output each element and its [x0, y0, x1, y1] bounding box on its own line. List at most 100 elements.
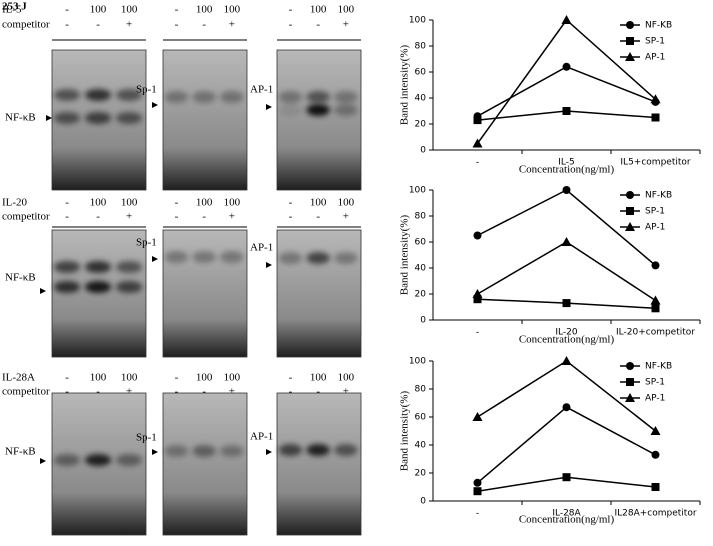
point-marker [561, 237, 572, 246]
legend-marker [626, 37, 634, 45]
y-tick-label: 60 [415, 413, 427, 423]
band-label: NF-κB [5, 446, 36, 458]
dose-label: 100 [338, 4, 355, 16]
competitor-value: - [175, 211, 179, 223]
band-arrow [40, 458, 46, 464]
dose-label: 100 [338, 197, 355, 209]
point-marker [650, 94, 661, 104]
gel-band [192, 91, 216, 103]
gel-band [192, 445, 216, 457]
legend-label: NF-KB [645, 21, 672, 31]
point-marker [473, 231, 482, 240]
point-marker [472, 412, 483, 421]
competitor-value: - [96, 386, 100, 398]
dose-label: 100 [196, 372, 213, 384]
y-tick-label: 80 [415, 385, 427, 395]
dose-label: 100 [310, 4, 327, 16]
gel-band [164, 251, 189, 263]
competitor-value: - [316, 386, 320, 398]
point-marker [651, 113, 660, 122]
competitor-value: - [96, 211, 100, 223]
gel-band [306, 444, 330, 456]
point-marker [650, 426, 661, 435]
x-tick-label: - [476, 158, 479, 168]
x-tick-label: IL5+competitor [620, 158, 690, 168]
gel-image [276, 229, 362, 358]
gel-band [220, 445, 244, 457]
x-tick-label: IL-20 [555, 328, 577, 338]
band-label: NF-κB [5, 112, 36, 124]
competitor-value: - [202, 386, 206, 398]
point-marker [473, 478, 482, 487]
competitor-value: + [126, 211, 132, 223]
band-arrow [266, 104, 272, 110]
competitor-value: + [343, 211, 349, 223]
competitor-value: - [96, 19, 100, 31]
dose-label: 100 [90, 372, 107, 384]
series-line [477, 241, 656, 302]
gel-band [115, 89, 143, 101]
band-arrow [266, 449, 272, 455]
point-marker [562, 403, 571, 412]
point-marker [651, 483, 660, 491]
gel-band [53, 454, 81, 466]
gel-band [164, 445, 189, 457]
series-line [477, 406, 656, 484]
y-tick-label: 60 [415, 68, 427, 78]
x-tick-label: IL-20+competitor [616, 328, 695, 338]
dose-label: 100 [224, 4, 241, 16]
legend-label: SP-1 [645, 207, 665, 217]
treatment-label: IL-5 [2, 4, 22, 16]
competitor-value: + [229, 386, 235, 398]
point-marker [562, 107, 571, 115]
legend-marker [625, 393, 635, 402]
point-marker [651, 304, 660, 313]
competitor-value: - [175, 386, 179, 398]
point-marker [562, 299, 571, 308]
y-tick-label: 20 [415, 469, 427, 479]
competitor-value: - [65, 211, 69, 223]
competitor-value: + [343, 386, 349, 398]
band-arrow [40, 288, 46, 294]
x-axis-label: Concentration(ng/ml) [519, 164, 615, 176]
competitor-value: - [202, 19, 206, 31]
point-marker [473, 116, 482, 125]
gel-image [51, 229, 147, 358]
point-marker [651, 450, 660, 459]
point-marker [561, 356, 572, 365]
x-tick-label: IL28A+competitor [614, 509, 696, 519]
competitor-label: competitor [2, 19, 50, 31]
competitor-label: competitor [2, 386, 50, 398]
figure-label: 253 J [2, 1, 27, 13]
legend-marker [626, 207, 634, 215]
gel-band [53, 112, 81, 124]
competitor-value: + [126, 386, 132, 398]
gel-band [53, 261, 81, 273]
y-axis-label: Band intensity(%) [399, 44, 411, 125]
dose-label: 100 [121, 4, 138, 16]
dose-label: - [289, 4, 293, 16]
point-marker [562, 473, 571, 482]
gel-band [306, 104, 330, 116]
legend-label: AP-1 [645, 394, 665, 404]
dose-label: 100 [90, 197, 107, 209]
point-marker [561, 15, 572, 24]
dose-label: 100 [196, 4, 213, 16]
gel-band [84, 112, 112, 124]
band-arrow [152, 102, 158, 108]
y-axis-label: Band intensity(%) [399, 390, 411, 471]
legend-marker [625, 52, 635, 61]
y-tick-label: 40 [415, 94, 427, 104]
competitor-label: competitor [2, 211, 50, 223]
legend-label: NF-KB [645, 362, 672, 372]
gel-image [162, 229, 248, 358]
gel-band [115, 454, 143, 466]
dose-label: 100 [90, 4, 107, 16]
dose-label: 100 [121, 197, 138, 209]
competitor-value: - [175, 19, 179, 31]
legend-label: SP-1 [645, 37, 665, 47]
dose-label: 100 [310, 372, 327, 384]
y-tick-label: 60 [415, 238, 427, 248]
y-tick-label: 100 [409, 357, 426, 367]
gel-band [192, 251, 216, 263]
